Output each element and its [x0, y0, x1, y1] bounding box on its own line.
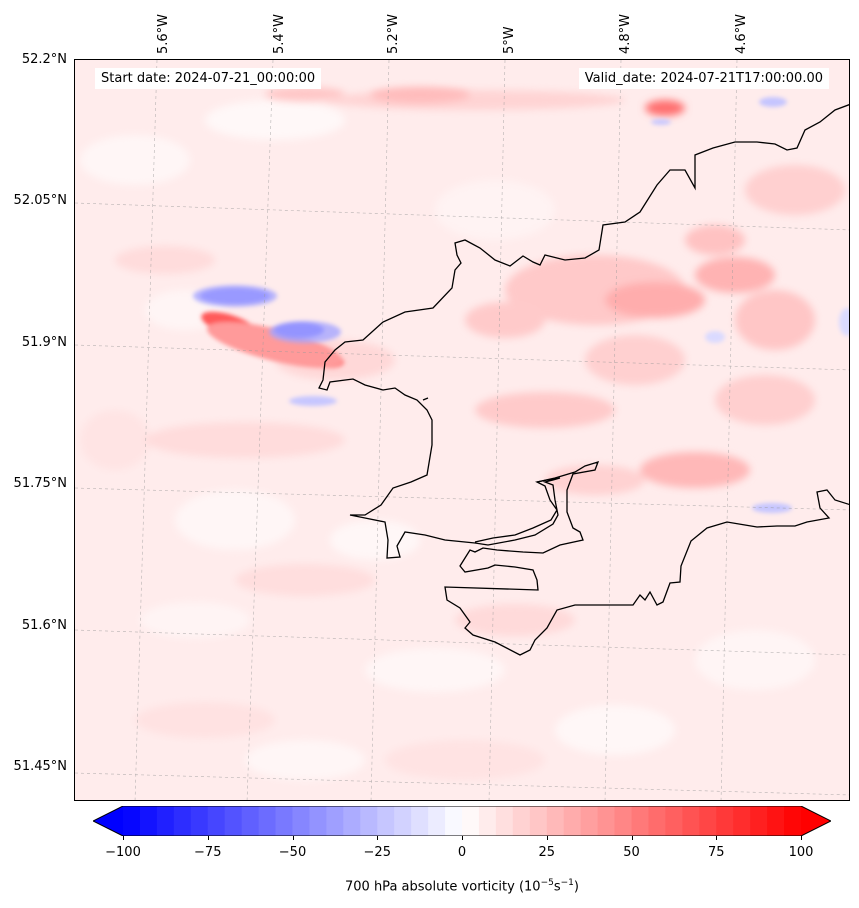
- colorbar-cell: [394, 806, 412, 836]
- coastline: [318, 104, 849, 656]
- colorbar-tick-label: −100: [105, 845, 141, 860]
- colorbar-cell: [733, 806, 751, 836]
- colorbar-tick-label: 100: [788, 845, 814, 860]
- colorbar-cell: [173, 806, 192, 836]
- lat-label-51.75n: 51.75°N: [13, 476, 67, 491]
- colorbar-cell: [716, 806, 734, 836]
- colorbar-cell: [139, 806, 158, 836]
- colorbar-cell: [428, 806, 446, 836]
- colorbar-cell: [275, 806, 294, 836]
- colorbar-cell: [190, 806, 209, 836]
- colorbar-cell: [343, 806, 361, 836]
- colorbar-tick-mark: [462, 836, 463, 840]
- lon-label-5.4w: 5.4°W: [272, 13, 287, 54]
- colorbar-min-extend: [93, 806, 123, 836]
- colorbar-tick-label: 75: [707, 845, 725, 860]
- colorbar-cell: [478, 806, 497, 836]
- gridlines: [75, 60, 849, 800]
- colorbar-cell: [207, 806, 226, 836]
- strong-positive-band: [201, 311, 344, 368]
- colorbar-tick-mark: [207, 836, 209, 840]
- colorbar-tick-mark: [546, 836, 548, 840]
- lat-label-51.6n: 51.6°N: [21, 618, 67, 633]
- colorbar-cell: [563, 806, 582, 836]
- colorbar-tick-label: 0: [457, 845, 467, 860]
- colorbar-cell: [665, 806, 683, 836]
- lon-label-4.6w: 4.6°W: [734, 13, 749, 54]
- colorbar-cell: [699, 806, 717, 836]
- colorbar-tick-label: 25: [538, 845, 556, 860]
- colorbar-cell: [156, 806, 175, 836]
- colorbar-tick-mark: [631, 836, 633, 840]
- colorbar-tick-mark: [292, 836, 294, 840]
- lat-label-51.9n: 51.9°N: [21, 335, 67, 350]
- colorbar-tick-label: 50: [623, 845, 640, 860]
- lon-label-5.6w: 5.6°W: [156, 13, 171, 54]
- colorbar-cell: [309, 806, 327, 836]
- colorbar-cell: [241, 806, 260, 836]
- colorbar-tick-mark: [123, 836, 124, 840]
- colorbar-label: 700 hPa absolute vorticity (10−5s−1): [345, 878, 579, 895]
- colorbar-cell: [512, 806, 531, 836]
- colorbar-cell: [767, 806, 785, 836]
- colorbar-cell: [377, 806, 395, 836]
- colorbar: [93, 806, 831, 836]
- colorbar-cell: [648, 806, 666, 836]
- colorbar-tick-label: −25: [363, 845, 391, 860]
- colorbar-cell: [614, 806, 633, 836]
- colorbar-tick-label: −75: [194, 845, 222, 860]
- colorbar-cell: [224, 806, 243, 836]
- valid-date-label: Valid_date: 2024-07-21T17:00:00.00: [578, 68, 829, 89]
- lon-label-4.8w: 4.8°W: [618, 13, 633, 54]
- colorbar-cell: [750, 806, 768, 836]
- lon-label-5.2w: 5.2°W: [386, 13, 401, 54]
- colorbar-cells: [123, 806, 802, 836]
- colorbar-cell: [462, 806, 480, 836]
- colorbar-cell: [445, 806, 463, 836]
- land-positive-patches: [265, 87, 845, 495]
- colorbar-tick-label: −50: [278, 845, 307, 860]
- colorbar-cell: [682, 806, 700, 836]
- colorbar-tick-mark: [377, 836, 379, 840]
- colorbar-cell: [631, 806, 650, 836]
- colorbar-cell: [580, 806, 599, 836]
- colorbar-tick-mark: [801, 836, 802, 840]
- start-date-label: Start date: 2024-07-21_00:00:00: [95, 68, 322, 89]
- vorticity-map: Start date: 2024-07-21_00:00:00 Valid_da…: [74, 59, 850, 801]
- colorbar-cell: [411, 806, 429, 836]
- colorbar-cell: [292, 806, 311, 836]
- colorbar-cell: [326, 806, 344, 836]
- colorbar-cell: [495, 806, 514, 836]
- lat-label-52.05n: 52.05°N: [13, 193, 67, 208]
- colorbar-cell: [123, 806, 141, 836]
- vorticity-field: [75, 60, 849, 800]
- lat-label-51.45n: 51.45°N: [13, 759, 67, 774]
- lat-label-52.2n: 52.2°N: [21, 52, 67, 67]
- lon-label-5w: 5°W: [502, 26, 517, 54]
- colorbar-cell: [360, 806, 378, 836]
- colorbar-tick-mark: [716, 836, 718, 840]
- colorbar-cell: [784, 806, 802, 836]
- colorbar-cell: [597, 806, 616, 836]
- colorbar-cell: [529, 806, 548, 836]
- colorbar-cell: [546, 806, 565, 836]
- colorbar-max-extend: [801, 806, 831, 836]
- colorbar-cell: [258, 806, 277, 836]
